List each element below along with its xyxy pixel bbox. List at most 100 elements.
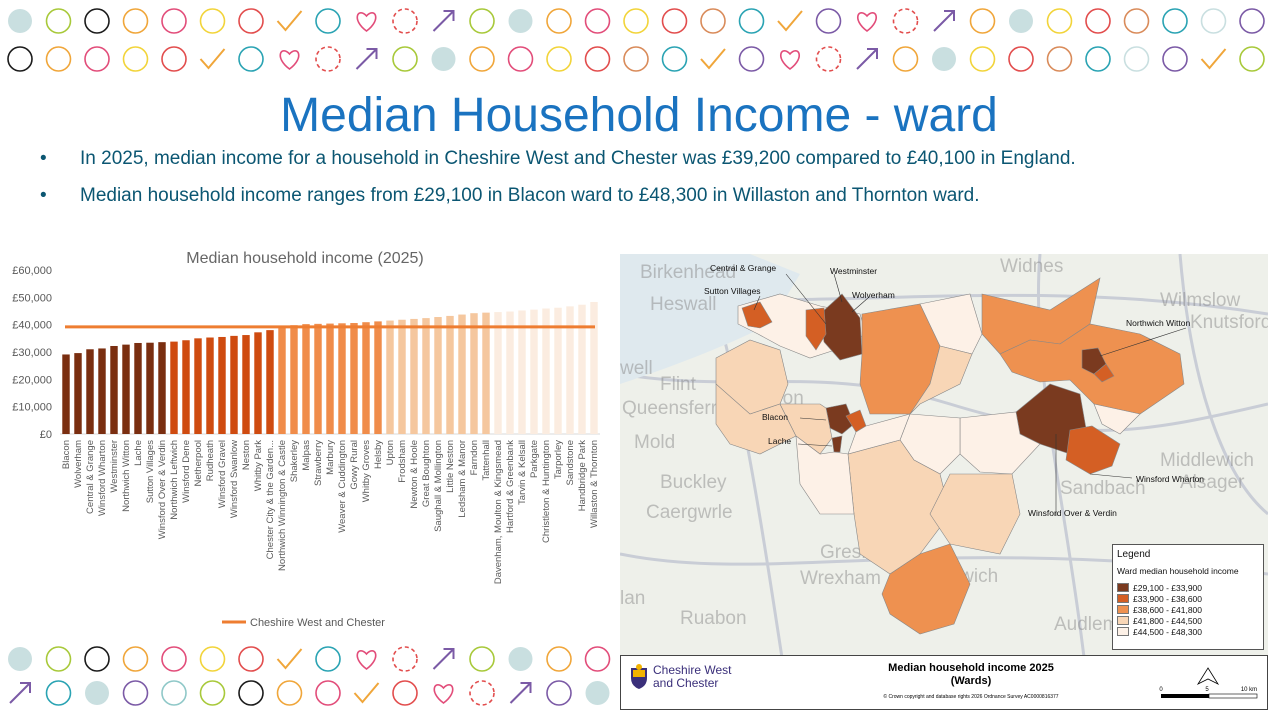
x-tick-label: Lache — [133, 440, 144, 466]
map-place-label: Caergwrle — [646, 502, 733, 523]
decorative-dot-icon — [1009, 9, 1033, 33]
ward-polygon — [959, 411, 1041, 475]
ring-icon — [238, 646, 264, 672]
x-tick-label: Whitby Park — [253, 440, 264, 491]
decorative-dot-icon — [8, 9, 32, 33]
ring-icon — [238, 680, 264, 706]
bullet-symbol: • — [40, 185, 47, 206]
x-tick-label: Upton — [385, 440, 396, 465]
bar — [206, 337, 214, 434]
bar — [410, 318, 418, 434]
x-tick-label: Netherpool — [193, 440, 204, 486]
ward-label: Lache — [768, 436, 791, 446]
x-tick-label: Rudheath — [205, 440, 216, 481]
dashed-circle-icon — [892, 8, 919, 34]
ring-icon — [1085, 8, 1111, 34]
y-tick-label: £0 — [40, 429, 52, 441]
x-tick-label: Saughall & Mollington — [433, 440, 444, 532]
bar — [494, 312, 502, 434]
decorative-dot-icon — [932, 47, 956, 71]
ring-icon — [1239, 46, 1265, 72]
heart-icon — [433, 684, 454, 705]
ring-icon — [738, 8, 765, 34]
ring-icon — [815, 8, 842, 34]
ring-icon — [315, 8, 341, 34]
x-tick-label: Ledsham & Manor — [457, 440, 468, 518]
ring-icon — [238, 8, 264, 34]
map-place-label: Flint — [660, 374, 697, 395]
x-tick-label: Weaver & Cuddington — [337, 440, 348, 533]
chart-title: Median household income (2025) — [186, 250, 423, 267]
map-place-label: Wrexham — [800, 568, 881, 589]
x-tick-label: Winsford Over & Verdin — [157, 440, 168, 539]
bar — [62, 354, 70, 434]
x-tick-label: Newton & Hoole — [409, 440, 420, 509]
map-leader-line — [1089, 473, 1133, 479]
bar — [422, 318, 430, 434]
ward-polygon — [1065, 425, 1121, 475]
map-road — [1178, 254, 1268, 516]
ward-polygon — [919, 293, 983, 355]
x-tick-label: Shakerley — [289, 440, 300, 482]
ring-icon — [469, 46, 495, 72]
y-tick-label: £10,000 — [12, 402, 52, 414]
decorative-dot-icon — [85, 681, 109, 705]
bar — [458, 314, 466, 434]
legend-swatch — [1117, 605, 1129, 614]
arrow-icon — [933, 10, 955, 32]
map-place-label: well — [620, 358, 653, 379]
bar — [398, 319, 406, 434]
ring-icon — [45, 46, 72, 72]
legend-item: £41,800 - £44,500 — [1117, 615, 1263, 626]
legend-label: £44,500 - £48,300 — [1133, 626, 1203, 637]
ring-icon — [1123, 46, 1150, 72]
y-tick-label: £20,000 — [12, 374, 52, 386]
ring-icon — [507, 46, 534, 72]
dashed-circle-icon — [392, 8, 418, 34]
map-place-label: Middlewich — [1160, 450, 1254, 471]
income-bar-chart: Median household income (2025) £0 £10,000 £… — [0, 240, 612, 645]
ward-polygon — [805, 307, 827, 351]
map-copyright: © Crown copyright and database rights 20… — [883, 694, 1059, 700]
ring-icon — [661, 8, 688, 34]
map-place-label: Heswall — [650, 294, 717, 315]
ring-icon — [122, 646, 149, 672]
ward-label: Westminster — [830, 266, 877, 276]
bar — [74, 353, 82, 434]
map-leader-line — [851, 297, 869, 313]
ring-icon — [469, 8, 495, 34]
ring-icon — [392, 46, 418, 72]
ring-icon — [1162, 8, 1188, 34]
map-leader-line — [753, 295, 761, 311]
bar — [230, 335, 238, 434]
ring-icon — [1085, 46, 1111, 72]
x-tick-label: Helsby — [373, 440, 384, 469]
decorative-dot-icon — [8, 647, 32, 671]
x-tick-label: Winsford Swanlow — [229, 440, 240, 518]
bar — [350, 323, 358, 434]
x-tick-label: Neston — [241, 440, 252, 470]
check-icon — [276, 648, 303, 670]
heart-icon — [279, 50, 300, 71]
legend-label: £41,800 - £44,500 — [1133, 615, 1203, 626]
ring-icon — [161, 8, 187, 34]
ring-icon — [238, 46, 264, 72]
ward-polygon — [715, 383, 797, 455]
council-crest-icon — [631, 664, 647, 689]
heart-icon — [857, 12, 877, 33]
arrow-icon — [432, 10, 455, 32]
y-tick-label: £30,000 — [12, 347, 52, 359]
bar — [518, 310, 526, 434]
logo-text-line1: Cheshire West — [653, 663, 732, 677]
dashed-circle-icon — [315, 46, 341, 72]
bar — [554, 307, 562, 434]
scale-bar-dark — [1161, 694, 1209, 698]
arrow-icon — [856, 48, 878, 70]
x-tick-label: Little Neston — [445, 440, 456, 493]
north-arrow-and-scale-bar: 0 5 10 km — [1159, 667, 1258, 699]
ward-label: Sutton Villages — [704, 286, 761, 296]
check-icon — [1200, 48, 1227, 70]
x-tick-label: Northwich Winnington & Castle — [277, 440, 288, 571]
ward-polygon — [795, 435, 855, 515]
arrow-icon — [355, 48, 378, 70]
